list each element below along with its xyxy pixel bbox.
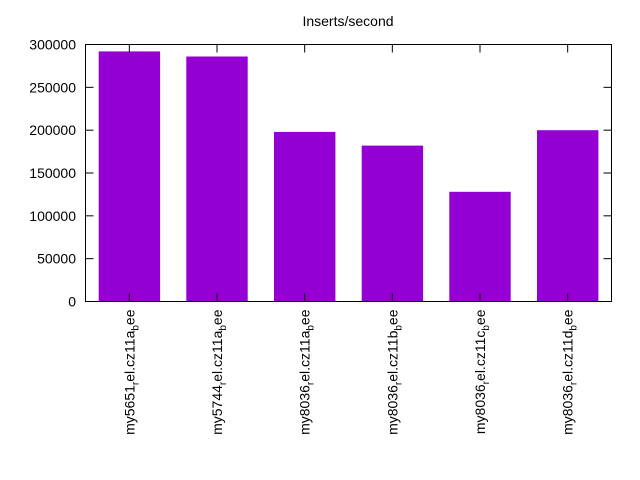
x-tick-label-0: my5651rel.cz11abee: [121, 309, 141, 435]
y-axis: 0 50000 100000 150000 200000 250000 300000: [29, 37, 612, 310]
bar-1: [186, 56, 248, 302]
y-tick-label-3: 150000: [29, 165, 76, 181]
bar-3: [361, 145, 424, 302]
y-tick-label-6: 300000: [29, 37, 76, 53]
bar-5: [537, 130, 599, 302]
x-tick-label-3: my8036rel.cz11bbee: [384, 309, 404, 435]
bar-4: [449, 191, 511, 302]
x-tick-label-5: my8036rel.cz11dbee: [560, 309, 580, 435]
x-tick-label-4: my8036rel.cz11cbee: [472, 309, 492, 434]
y-tick-label-2: 100000: [29, 208, 76, 224]
x-axis: my5651rel.cz11abee my5744rel.cz11abee my80…: [121, 44, 580, 435]
plot-frame: [85, 44, 612, 302]
chart-title: Inserts/second: [302, 13, 393, 29]
x-tick-label-1: my5744rel.cz11abee: [209, 309, 229, 435]
y-tick-label-5: 250000: [29, 79, 76, 95]
x-tick-label-2: my8036rel.cz11abee: [297, 309, 317, 435]
bars-group: [98, 51, 599, 302]
y-tick-label-0: 0: [68, 294, 76, 310]
bar-2: [274, 131, 336, 302]
y-tick-label-1: 50000: [37, 251, 76, 267]
y-tick-label-4: 200000: [29, 122, 76, 138]
bar-0: [98, 51, 161, 302]
